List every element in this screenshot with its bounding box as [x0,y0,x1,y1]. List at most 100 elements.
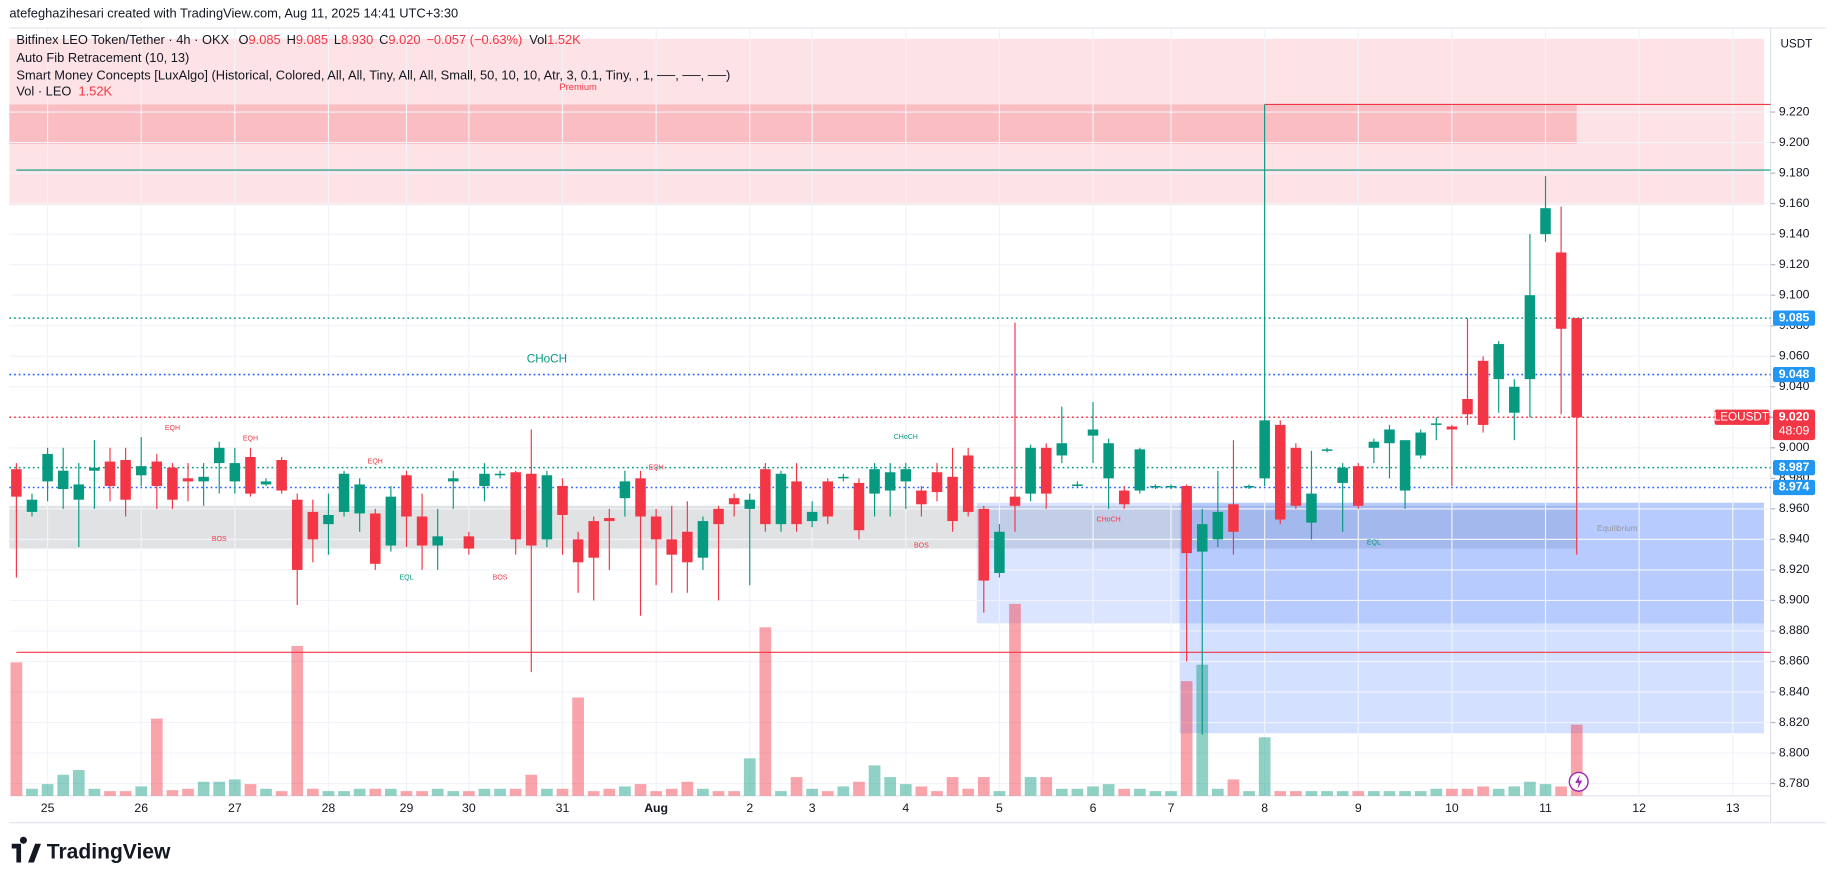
volume-bar [1149,791,1162,796]
y-tick-label: 9.120 [1779,257,1810,271]
ohlc-key: C [379,32,388,47]
volume-bar [634,784,647,796]
candle-body [354,484,365,514]
candle-body [276,460,287,491]
price-box-label: 9.020 [1779,410,1810,424]
candle-body [307,511,319,540]
candle-body [1493,344,1504,380]
candle-body [151,461,163,486]
candle-body [1150,485,1161,488]
volume-bar [1227,779,1240,796]
y-tick-label: 8.840 [1779,684,1810,698]
volume-bar [1071,788,1084,796]
volume-bar [306,788,319,796]
candle-body [853,482,865,531]
volume-bar [338,791,350,796]
ohlc-value: 9.085 [249,32,281,47]
currency[interactable]: USDT [1780,38,1812,51]
candle-body [213,447,225,464]
volume-bar [884,777,897,796]
volume-bar [260,788,272,796]
y-tick-label: 8.900 [1779,593,1810,607]
volume-bar [899,784,912,796]
countdown: 48:09 [1779,424,1810,438]
candle-body [73,484,85,500]
ohlc-key: L [334,32,341,47]
candle-body [1212,511,1224,540]
candle-body [1571,318,1582,418]
candle-body [416,516,428,546]
candle-body [994,531,1005,573]
volume-bar [72,770,85,796]
volume-bar [1087,786,1099,796]
volume-bar [1180,681,1193,796]
volume-bar [1118,788,1131,796]
volume-bar [1352,791,1365,796]
volume-bar [1508,786,1521,796]
candle-body [11,469,22,497]
candle-body [120,460,131,500]
volume-bar [650,791,662,796]
volume-bar [993,791,1006,796]
y-tick-label: 9.100 [1779,287,1810,301]
volume-bar [10,662,23,796]
y-tick-label: 9.060 [1779,348,1810,362]
x-tick-label: 26 [134,801,148,815]
annotation: EQL [1367,539,1381,546]
annotation: EQH [368,458,383,465]
volume-bar [244,784,257,796]
volume-bar [26,788,38,796]
volume-bar [931,791,943,796]
volume-bar [1211,788,1224,796]
candle-body [1243,485,1255,488]
zone [1179,502,1764,624]
volume-bar [1024,777,1037,796]
volume-bar [135,786,148,796]
y-tick-label: 8.820 [1779,715,1810,729]
y-tick-label: 9.000 [1779,440,1810,454]
volume-bar [603,788,616,796]
annotation: CHoCH [894,434,918,441]
volume-bar [541,788,553,796]
candle-body [1399,440,1411,491]
candle-body [1181,485,1192,554]
candle-body [588,521,599,558]
x-tick-label: 12 [1632,801,1646,815]
vol-line-value: 1.52K [78,84,112,99]
volume-bar [915,786,928,796]
candle-body [494,473,506,476]
volume-bar [463,791,475,796]
volume-bar [431,788,444,796]
indicator: Auto Fib Retracement (10, 13) [16,50,189,65]
candle-body [1040,447,1052,494]
annotation: EQL [399,574,413,581]
candle-body [1056,443,1068,456]
volume-bar [837,786,850,796]
candle-body [104,461,116,486]
candle-body [401,475,412,517]
volume-bar [1305,791,1318,796]
volume-bar [275,791,288,796]
zone [9,38,1764,206]
logo[interactable]: TradingView [47,841,171,864]
price-box-label: 8.987 [1779,460,1810,474]
volume-bar [494,788,506,796]
candle-body [947,476,958,522]
volume-bar [1243,791,1255,796]
zone [976,502,1764,624]
volume-bar [962,788,975,796]
candle-body [1462,398,1473,415]
x-tick-label: 25 [41,801,55,815]
volume-bar [759,627,772,796]
zone [9,104,1577,145]
candle-body [1321,449,1333,451]
volume-bar [478,788,491,796]
candle-body [1118,490,1130,505]
volume-bar [1274,791,1287,796]
candle-body [135,466,147,476]
candle-body [884,472,896,491]
candle-body [167,467,178,500]
annotation: EQH [165,425,180,432]
